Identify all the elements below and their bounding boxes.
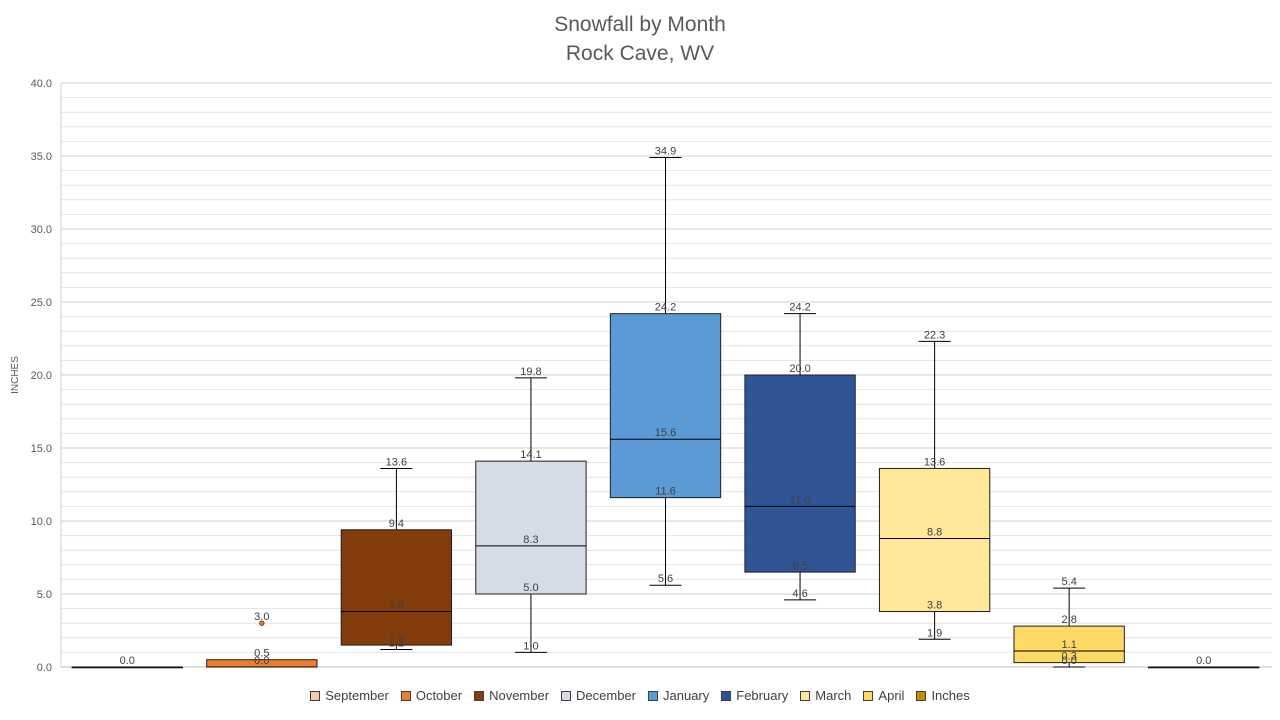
legend: September October November December January F… [0,688,1280,703]
data-label: 6.5 [792,560,807,572]
iqr-box [1013,625,1125,664]
boxes: 0.03.00.50.013.69.43.81.51.219.814.18.35… [71,145,1260,669]
y-tick-label: 20.0 [31,370,52,382]
legend-swatch [916,690,927,701]
data-label: 15.6 [655,427,676,439]
legend-swatch [561,690,572,701]
legend-label: February [736,688,789,703]
data-label: 1.5 [389,633,404,645]
y-tick-label: 35.0 [31,151,52,163]
data-label: 0.0 [254,655,269,667]
legend-item: September [310,688,389,703]
data-label: 0.0 [120,655,135,667]
data-label: 5.4 [1062,576,1077,588]
box-october: 3.0 0.50.0 [206,611,318,668]
legend-label: March [815,688,852,703]
data-label: 13.6 [386,456,407,468]
legend-swatch [800,690,811,701]
data-label: 3.8 [389,600,404,612]
legend-item: November [474,688,549,703]
box-march: 22.3 13.6 8.8 3.8 1.9 [878,329,991,640]
legend-swatch [474,690,485,701]
y-tick-label: 25.0 [31,297,52,309]
y-tick-label: 0.0 [37,662,52,674]
data-label: 1.9 [927,627,942,639]
data-label: 3.0 [254,611,269,623]
data-label: 22.3 [924,329,945,341]
legend-swatch [721,690,732,701]
chart-title-line-2: Rock Cave, WV [565,42,715,65]
legend-item: March [800,688,851,703]
data-label: 1.1 [1062,639,1077,651]
data-label: 5.0 [523,582,538,594]
legend-label: September [325,688,389,703]
legend-label: Inches [931,688,970,703]
legend-item: January [648,688,709,703]
box-plot-chart: 0.05.010.015.020.025.030.035.040.0 0.03.… [10,78,1272,674]
y-axis-label: INCHES [10,356,21,394]
data-label: 3.8 [927,600,942,612]
legend-label: December [576,688,637,703]
data-label: 0.3 [1062,651,1077,663]
legend-item: October [400,688,463,703]
data-label: 8.3 [523,534,538,546]
data-label: 0.5 [254,648,269,660]
chart-title: Snowfall by Month Rock Cave, WV [0,10,1280,68]
legend-label: April [878,688,905,703]
data-label: 0.0 [1062,655,1077,667]
data-label: 1.0 [523,640,538,652]
data-label: 14.1 [520,449,541,461]
chart-title-line-1: Snowfall by Month [554,13,726,36]
data-label: 4.6 [792,588,807,600]
data-label: 34.9 [655,145,676,157]
box-december: 19.8 14.1 8.3 5.0 1.0 [475,366,587,653]
data-label: 24.2 [789,302,810,314]
box-april: 5.4 2.8 1.10.30.0 [1013,576,1125,668]
iqr-box [609,313,722,499]
y-tick-label: 40.0 [31,78,52,90]
data-label: 13.6 [924,456,945,468]
data-label: 19.8 [520,366,541,378]
y-tick-label: 5.0 [37,589,52,601]
legend-item: April [863,688,904,703]
data-label: 11.0 [790,494,811,506]
box-february: 24.2 20.0 11.0 6.5 4.6 [744,302,856,601]
data-label: 11.6 [655,486,676,498]
y-tick-label: 10.0 [31,516,52,528]
box-november: 13.6 9.4 3.8 1.51.2 [340,456,453,650]
legend-item: February [721,688,788,703]
data-label: 0.0 [1196,655,1211,667]
data-label: 24.2 [655,302,676,314]
data-label: 2.8 [1062,614,1077,626]
iqr-box [878,467,991,613]
legend-swatch [648,690,659,701]
legend-label: October [415,688,463,703]
box-january: 34.9 24.2 15.6 11.6 5.6 [609,145,722,586]
y-tick-label: 30.0 [31,224,52,236]
iqr-box [744,374,856,573]
legend-item: Inches [916,688,970,703]
legend-item: December [561,688,636,703]
data-label: 5.6 [658,573,673,585]
legend-swatch [400,690,411,701]
data-label: 1.2 [389,637,404,649]
outlier-point [259,620,265,626]
iqr-box [475,460,587,595]
legend-label: January [663,688,710,703]
data-label: 8.8 [927,527,942,539]
legend-label: November [489,688,550,703]
box-inches: 0.0 [1148,655,1260,669]
legend-swatch [863,690,874,701]
box-september: 0.0 [71,655,183,669]
iqr-box [340,529,453,646]
data-label: 9.4 [389,518,404,530]
data-label: 20.0 [789,363,810,375]
legend-swatch [310,690,321,701]
y-tick-label: 15.0 [31,443,52,455]
